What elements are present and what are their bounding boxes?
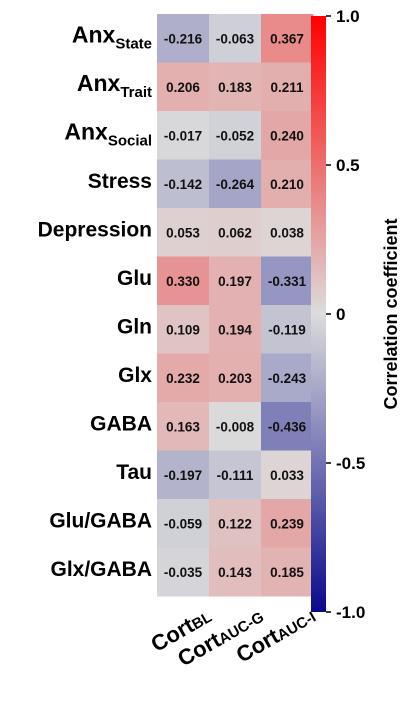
row-label: AnxState	[72, 21, 152, 52]
colorbar	[311, 16, 326, 612]
heatmap-cell	[261, 159, 314, 209]
cell-value-label: 0.367	[270, 31, 304, 46]
cell-value-label: 0.033	[270, 468, 304, 483]
cell-value-label: -0.436	[268, 419, 307, 434]
heatmap-cell	[209, 208, 262, 257]
row-label: Glu	[117, 267, 152, 290]
heatmap-cell	[157, 14, 210, 63]
cell-value-label: 0.240	[270, 128, 304, 143]
cell-value-label: 0.062	[218, 225, 252, 240]
heatmap-cell	[157, 402, 210, 451]
cell-value-label: -0.059	[164, 516, 202, 531]
cell-value-label: 0.038	[270, 225, 304, 240]
row-label: Glu/GABA	[49, 509, 152, 532]
cell-value-label: 0.122	[218, 516, 252, 531]
row-label: Stress	[88, 170, 152, 193]
row-label: Tau	[116, 461, 152, 484]
cell-value-label: -0.331	[268, 274, 307, 289]
cell-value-label: 0.232	[166, 371, 200, 386]
heatmap-cell	[209, 111, 262, 160]
heatmap-cell	[261, 62, 314, 112]
cell-value-label: -0.052	[216, 128, 254, 143]
heatmap-cell	[157, 353, 210, 403]
colorbar-tick-label: 1.0	[336, 7, 360, 26]
row-label: AnxTrait	[77, 70, 152, 101]
row-label: GABA	[90, 412, 152, 435]
row-label: AnxSocial	[64, 118, 152, 149]
cell-value-label: 0.143	[218, 565, 252, 580]
cell-value-label: -0.197	[164, 468, 202, 483]
heatmap-cell	[209, 450, 262, 500]
cell-value-label: -0.063	[216, 31, 255, 46]
cell-value-label: -0.216	[164, 31, 203, 46]
heatmap-cell	[157, 450, 210, 500]
heatmap-cell	[261, 499, 314, 548]
cell-value-label: 0.194	[218, 322, 252, 337]
heatmap-cell	[261, 14, 314, 63]
row-label: Glx/GABA	[50, 558, 152, 581]
cell-value-label: 0.163	[166, 419, 200, 434]
cell-value-label: -0.264	[216, 177, 255, 192]
cell-value-label: 0.211	[270, 80, 304, 95]
heatmap-cell	[261, 305, 314, 354]
heatmap-cell	[261, 111, 314, 160]
colorbar-label: Correlation coefficient	[381, 218, 401, 409]
heatmap-cell	[157, 111, 210, 160]
cell-value-label: 0.197	[218, 274, 252, 289]
cell-value-label: -0.119	[268, 322, 306, 337]
row-label: Depression	[38, 218, 152, 241]
cell-value-label: 0.239	[270, 516, 304, 531]
cell-value-label: -0.243	[268, 371, 307, 386]
heatmap-cell	[209, 62, 262, 112]
heatmap-cell	[261, 547, 314, 597]
cell-value-label: -0.142	[164, 177, 202, 192]
cell-value-label: -0.008	[216, 419, 255, 434]
cell-value-label: 0.053	[166, 225, 200, 240]
heatmap-cell	[209, 402, 262, 451]
cell-value-label: -0.111	[217, 468, 254, 483]
cell-value-label: 0.210	[270, 177, 304, 192]
heatmap-cell	[209, 547, 262, 597]
heatmap-cell	[261, 402, 314, 451]
colorbar-tick-label: -1.0	[336, 603, 365, 622]
cell-value-label: 0.203	[218, 371, 252, 386]
heatmap-cell	[157, 159, 210, 209]
heatmap-cell	[157, 547, 210, 597]
heatmap-cell	[157, 62, 210, 112]
colorbar-tick-label: 0	[336, 305, 345, 324]
colorbar-tick-label: -0.5	[336, 454, 365, 473]
heatmap-cell	[261, 256, 314, 306]
heatmap-cell	[209, 256, 262, 306]
cell-value-label: 0.206	[166, 80, 200, 95]
cell-value-label: 0.109	[166, 322, 200, 337]
row-label: Gln	[117, 315, 152, 338]
heatmap-cell	[261, 450, 314, 500]
heatmap-cell	[209, 499, 262, 548]
colorbar-tick-label: 0.5	[336, 156, 360, 175]
heatmap-cell	[157, 499, 210, 548]
heatmap-cell	[157, 208, 210, 257]
heatmap-cell	[261, 208, 314, 257]
row-label: Glx	[118, 364, 152, 387]
heatmap-cell	[157, 305, 210, 354]
cell-value-label: 0.183	[218, 80, 252, 95]
cell-value-label: 0.330	[166, 274, 200, 289]
heatmap-cell	[209, 353, 262, 403]
cell-value-label: 0.185	[270, 565, 304, 580]
heatmap-cell	[157, 256, 210, 306]
cell-value-label: -0.035	[164, 565, 203, 580]
heatmap-cell	[209, 305, 262, 354]
cell-value-label: -0.017	[164, 128, 202, 143]
heatmap-cell	[261, 353, 314, 403]
heatmap-cell	[209, 159, 262, 209]
heatmap-cell	[209, 14, 262, 63]
